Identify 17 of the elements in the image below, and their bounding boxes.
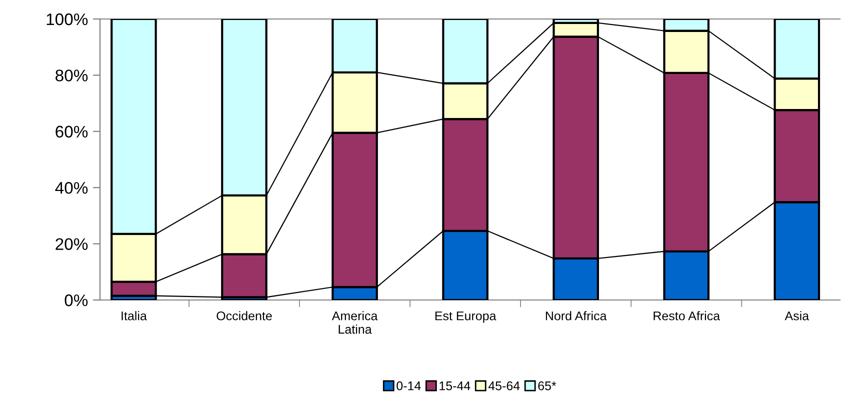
x-tick-label: America Latina bbox=[332, 311, 378, 334]
x-tick-label: Nord Africa bbox=[546, 311, 607, 320]
y-tick-label: 60% bbox=[56, 126, 88, 138]
y-tick-label: 100% bbox=[46, 13, 88, 26]
x-tick-label: Occidente bbox=[216, 311, 272, 320]
y-tick-label: 40% bbox=[55, 182, 88, 194]
x-tick-label: Asia bbox=[784, 311, 810, 320]
legend-label: 15-44 bbox=[440, 382, 470, 390]
x-tick-label: Resto Africa bbox=[654, 311, 720, 320]
y-tick-label: 0% bbox=[64, 294, 88, 306]
legend-label: 0-14 bbox=[396, 381, 421, 390]
y-tick-label: 80% bbox=[56, 70, 88, 82]
legend-label: 65* bbox=[538, 381, 556, 390]
legend-label: 45-64 bbox=[488, 381, 520, 390]
y-tick-label: 20% bbox=[56, 238, 88, 250]
x-tick-label: Est Europa bbox=[435, 312, 496, 323]
x-tick-label: Italia bbox=[122, 311, 147, 320]
